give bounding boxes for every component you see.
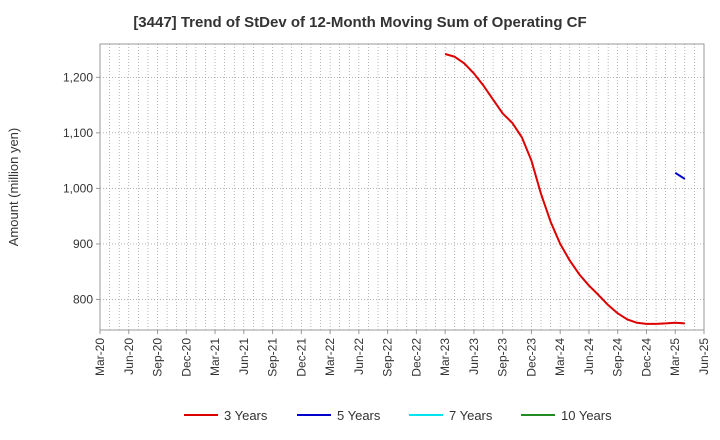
x-tick-label: Jun-25 xyxy=(697,338,711,375)
x-tick-label: Mar-21 xyxy=(208,338,222,376)
x-tick-label: Sep-20 xyxy=(151,338,165,377)
x-tick-label: Jun-21 xyxy=(237,338,251,375)
legend-label-3-years: 3 Years xyxy=(224,408,268,423)
y-tick-label: 1,200 xyxy=(63,70,93,84)
legend-label-5-years: 5 Years xyxy=(337,408,381,423)
y-axis-title: Amount (million yen) xyxy=(6,128,21,247)
x-tick-label: Mar-25 xyxy=(668,338,682,376)
x-tick-label: Sep-22 xyxy=(381,338,395,377)
legend-label-7-years: 7 Years xyxy=(449,408,493,423)
legend: 3 Years 5 Years 7 Years 10 Years xyxy=(184,408,612,423)
x-tick-label: Jun-22 xyxy=(352,338,366,375)
series-line-3-years xyxy=(444,53,685,325)
y-tick-label: 900 xyxy=(73,237,93,251)
grid xyxy=(100,44,704,330)
x-tick-label: Mar-20 xyxy=(93,338,107,376)
series-line-5-years xyxy=(674,171,686,180)
legend-label-10-years: 10 Years xyxy=(561,408,612,423)
x-tick-label: Mar-24 xyxy=(553,338,567,376)
x-tick-label: Sep-24 xyxy=(611,338,625,377)
x-tick-label: Mar-22 xyxy=(323,338,337,376)
x-tick-label: Sep-23 xyxy=(496,338,510,377)
plot-frame xyxy=(99,43,705,331)
chart-title: [3447] Trend of StDev of 12-Month Moving… xyxy=(133,14,587,31)
x-tick-label: Dec-23 xyxy=(524,338,538,377)
x-tick-label: Jun-23 xyxy=(467,338,481,375)
x-tick-label: Dec-21 xyxy=(294,338,308,377)
series-lines xyxy=(444,53,686,325)
y-tick-label: 1,000 xyxy=(63,181,93,195)
y-axis-ticks: 800 900 1,000 1,100 1,200 xyxy=(63,70,100,306)
x-axis-ticks: Mar-20 Jun-20 Sep-20 Dec-20 Mar-21 Jun-21 Sep-… xyxy=(93,330,711,377)
x-tick-label: Dec-20 xyxy=(179,338,193,377)
x-tick-label: Dec-24 xyxy=(639,338,653,377)
y-tick-label: 1,100 xyxy=(63,126,93,140)
x-tick-label: Sep-21 xyxy=(266,338,280,377)
x-tick-label: Jun-24 xyxy=(582,338,596,375)
x-tick-label: Jun-20 xyxy=(122,338,136,375)
y-tick-label: 800 xyxy=(73,292,93,306)
x-tick-label: Mar-23 xyxy=(438,338,452,376)
x-tick-label: Dec-22 xyxy=(409,338,423,377)
